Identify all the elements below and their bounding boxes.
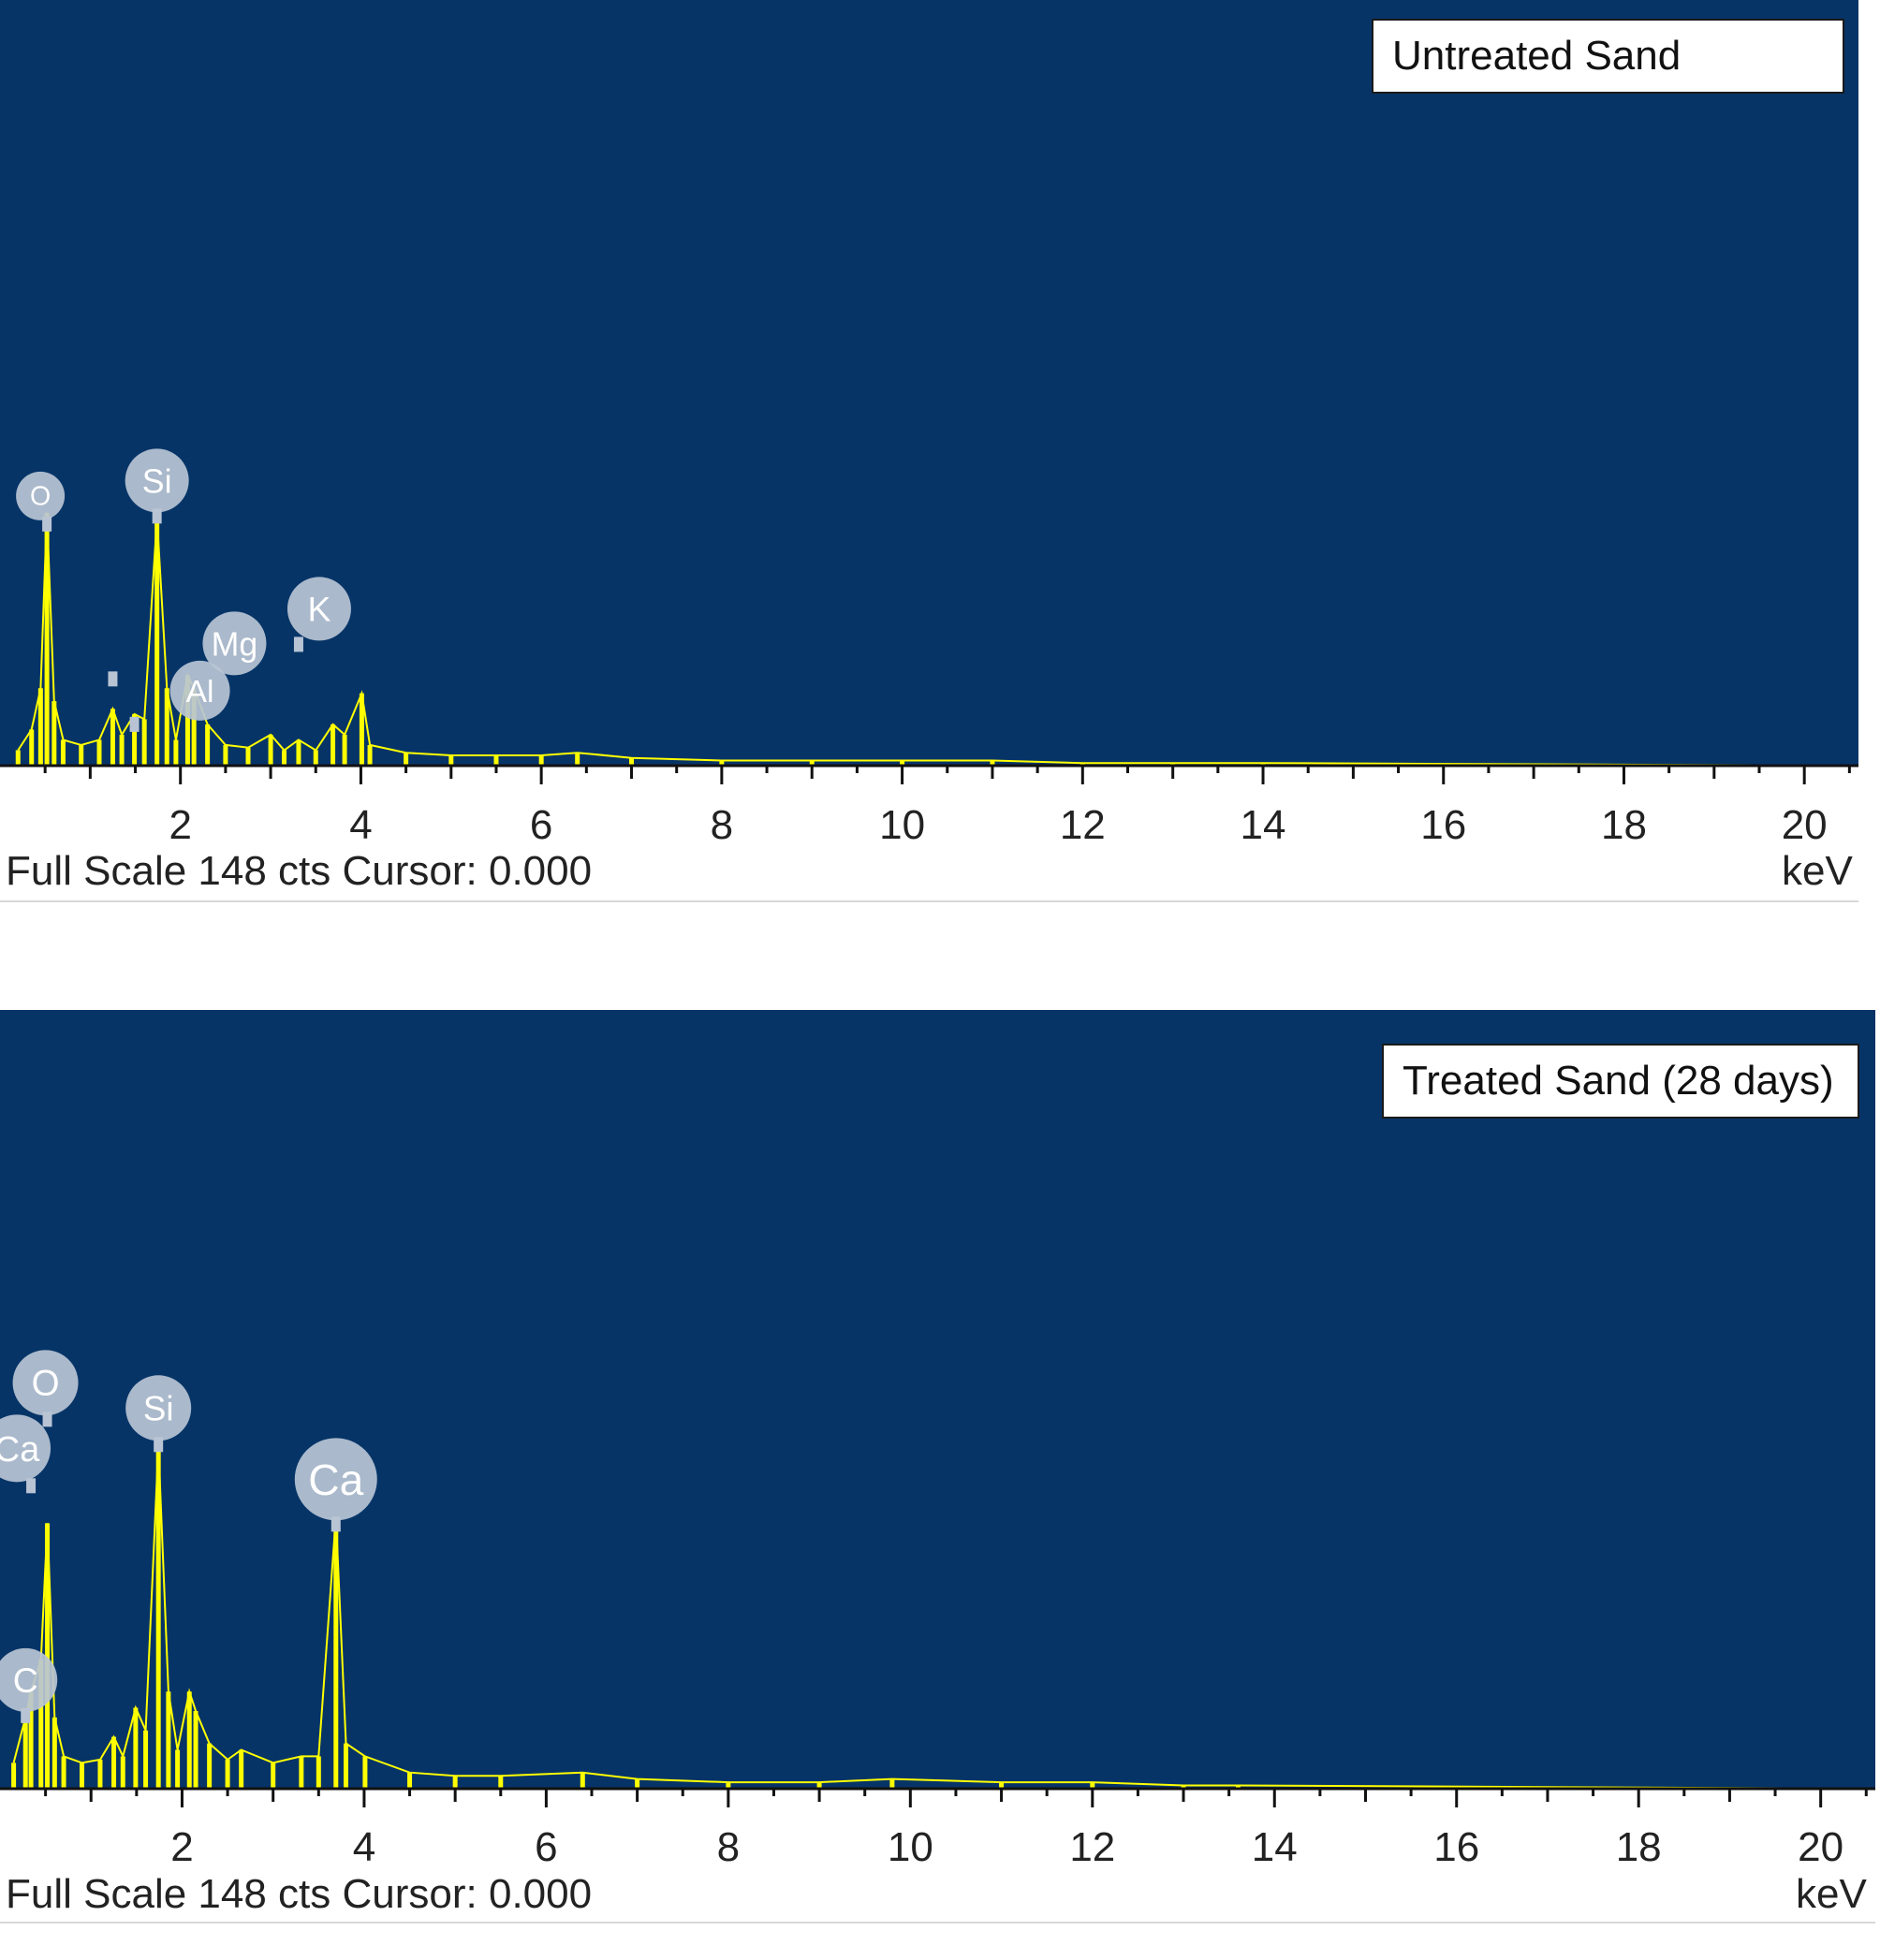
x-tick-label: 18 <box>1616 1824 1662 1870</box>
peak-label-text: K <box>307 589 330 628</box>
x-tick-label: 6 <box>535 1824 557 1870</box>
x-tick-label: 2 <box>170 1824 193 1870</box>
x-tick-label: 12 <box>1060 802 1106 848</box>
x-tick-label: 12 <box>1069 1824 1115 1870</box>
x-tick-label: 10 <box>888 1824 933 1870</box>
x-tick-label: 16 <box>1433 1824 1479 1870</box>
peak-label-text: Si <box>142 462 172 500</box>
peak-label-c: C <box>0 1647 58 1723</box>
x-tick-label: 4 <box>353 1824 375 1870</box>
plot-area <box>0 0 1858 766</box>
spectrum-series <box>11 1445 1876 1790</box>
x-unit-untreated: keV <box>1782 848 1853 894</box>
plot-area <box>0 1010 1875 1789</box>
x-tick-label: 14 <box>1252 1824 1298 1870</box>
x-tick-label: 20 <box>1782 802 1828 848</box>
spectrum-panel-treated: 2 4 6 8 10 12 14 16 18 20 O Ca Si Ca C Treated Sand (2… <box>0 1010 1880 1960</box>
spectrum-line <box>12 1445 1876 1790</box>
x-tick-label: 10 <box>879 802 925 848</box>
peak-label-ca: Ca <box>0 1414 51 1494</box>
spectrum-line <box>17 512 1859 767</box>
footer-full-scale-treated: Full Scale 148 cts Cursor: 0.000 <box>6 1871 593 1917</box>
peak-label-o: O <box>16 471 66 532</box>
peak-label-si: Si <box>125 1375 192 1453</box>
x-tick-label: 4 <box>349 802 372 848</box>
spectrum-chart-untreated: 2 4 6 8 10 12 14 16 18 20 O Si K Mg Al <box>0 0 1859 848</box>
peak-label-text: Ca <box>308 1455 363 1504</box>
legend-treated: Treated Sand (28 days) <box>1382 1044 1859 1119</box>
x-tick-label: 18 <box>1601 802 1647 848</box>
footer-full-scale-untreated: Full Scale 148 cts Cursor: 0.000 <box>6 848 593 894</box>
legend-untreated: Untreated Sand <box>1372 19 1844 94</box>
spectrum-panel-untreated: 2 4 6 8 10 12 14 16 18 20 O Si K Mg Al Untreated Sand … <box>0 0 1880 903</box>
x-tick-label: 2 <box>169 802 191 848</box>
x-tick-label: 8 <box>717 1824 740 1870</box>
x-tick-label: 20 <box>1798 1824 1843 1870</box>
peak-label-si: Si <box>125 448 189 524</box>
spectrum-chart-treated: 2 4 6 8 10 12 14 16 18 20 O Ca Si Ca C <box>0 1010 1876 1870</box>
peak-label-text: Mg <box>212 625 258 663</box>
peak-label-o: O <box>12 1350 79 1427</box>
peak-label-text: O <box>32 1364 60 1404</box>
x-tick-label: 16 <box>1420 802 1466 848</box>
x-tick-label: 8 <box>711 802 733 848</box>
peak-label-mg: Mg <box>108 611 267 687</box>
peak-label-text: Al <box>186 675 214 709</box>
peak-label-k: K <box>286 577 351 652</box>
peak-label-text: Ca <box>0 1430 40 1470</box>
x-tick-label: 14 <box>1241 802 1286 848</box>
peak-label-text: C <box>13 1660 38 1700</box>
peak-label-text: O <box>30 482 51 512</box>
spectrum-series <box>15 512 1859 767</box>
x-tick-label: 6 <box>530 802 552 848</box>
peak-label-ca: Ca <box>294 1438 377 1532</box>
peak-label-text: Si <box>143 1390 174 1428</box>
x-unit-treated: keV <box>1796 1871 1867 1917</box>
peak-label-al: Al <box>129 660 230 732</box>
